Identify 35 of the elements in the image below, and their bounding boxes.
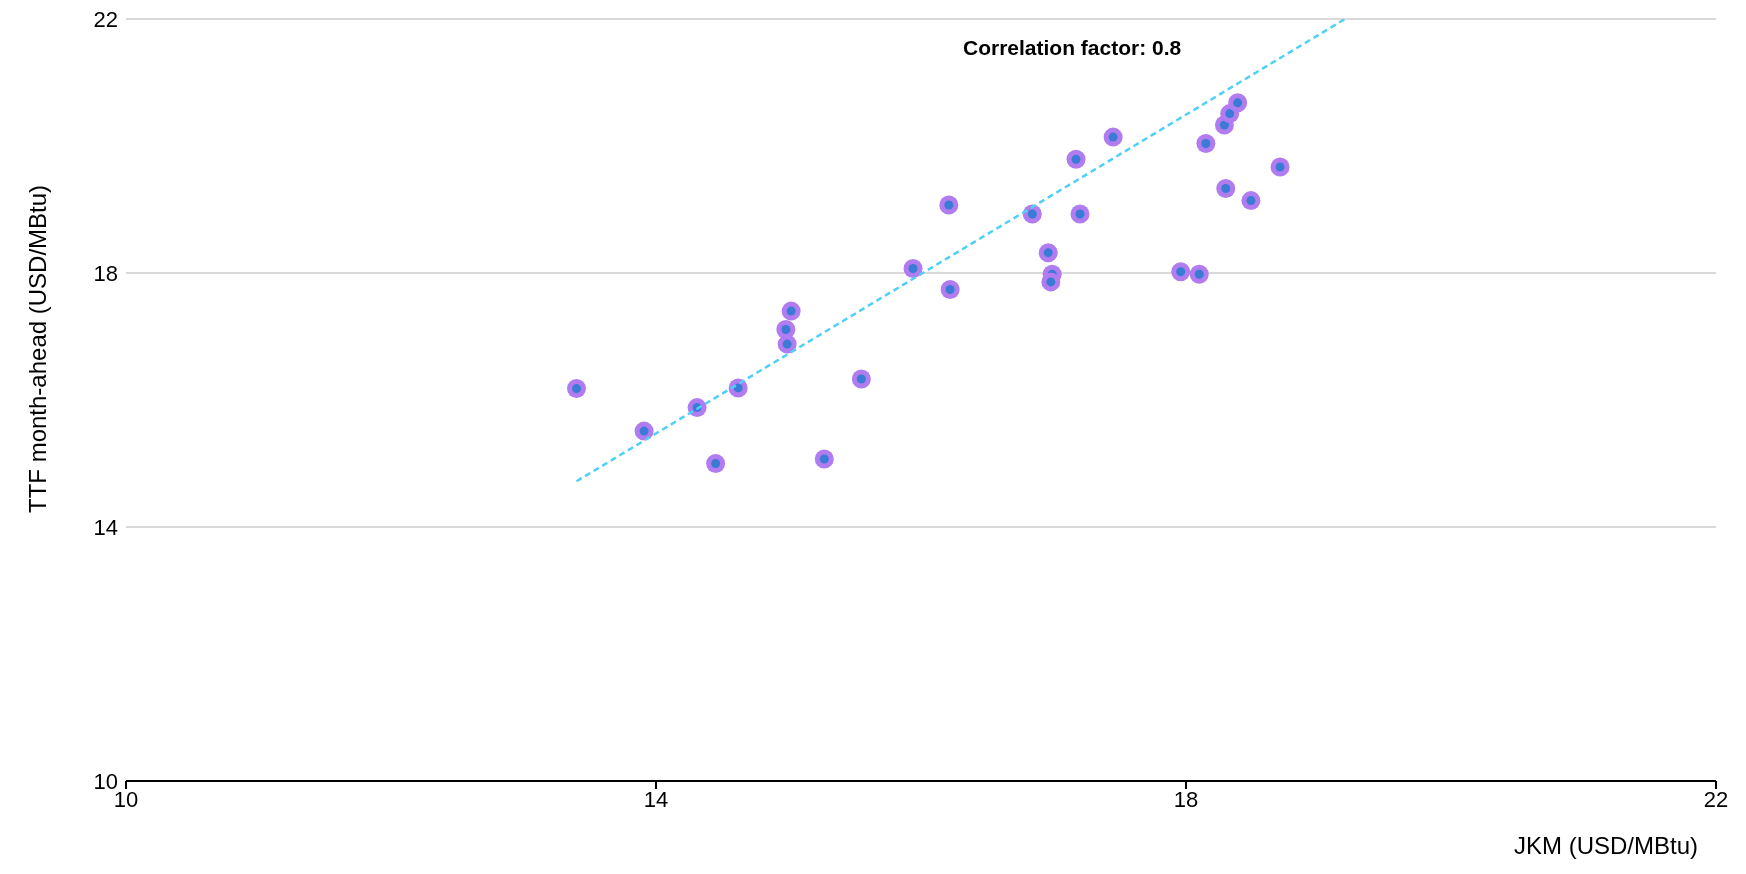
- y-axis-title: TTF month-ahead (USD/MBtu): [24, 184, 52, 513]
- point: [1228, 93, 1248, 113]
- point: [777, 334, 797, 354]
- point: [728, 378, 748, 398]
- y-tick-label: 10: [93, 768, 118, 794]
- point: [1171, 262, 1191, 282]
- point: [1066, 149, 1086, 169]
- point: [567, 379, 586, 399]
- point: [1189, 264, 1209, 284]
- y-tick-label: 18: [93, 260, 118, 286]
- point: [940, 280, 960, 300]
- point: [1196, 133, 1216, 153]
- x-tick-label: 22: [1703, 786, 1729, 812]
- point: [776, 320, 796, 340]
- point: [1216, 179, 1236, 199]
- point: [1270, 157, 1290, 177]
- y-tick-label: 22: [93, 6, 118, 32]
- point: [1070, 204, 1090, 224]
- point: [1241, 191, 1261, 211]
- point: [706, 454, 726, 473]
- x-axis-title: JKM (USD/MBtu): [1513, 832, 1698, 860]
- point: [634, 421, 654, 441]
- x-tick-label: 18: [1173, 786, 1199, 812]
- point: [1038, 243, 1058, 263]
- point: [1041, 272, 1061, 292]
- y-tick-label: 14: [93, 514, 118, 540]
- point: [1103, 127, 1123, 147]
- point: [781, 301, 801, 321]
- point: [851, 369, 871, 389]
- point: [939, 195, 959, 215]
- point: [1022, 204, 1042, 224]
- point: [814, 449, 834, 469]
- point: [903, 259, 923, 279]
- x-tick-label: 14: [643, 786, 669, 812]
- annotation: Correlation factor: 0.8: [963, 36, 1182, 60]
